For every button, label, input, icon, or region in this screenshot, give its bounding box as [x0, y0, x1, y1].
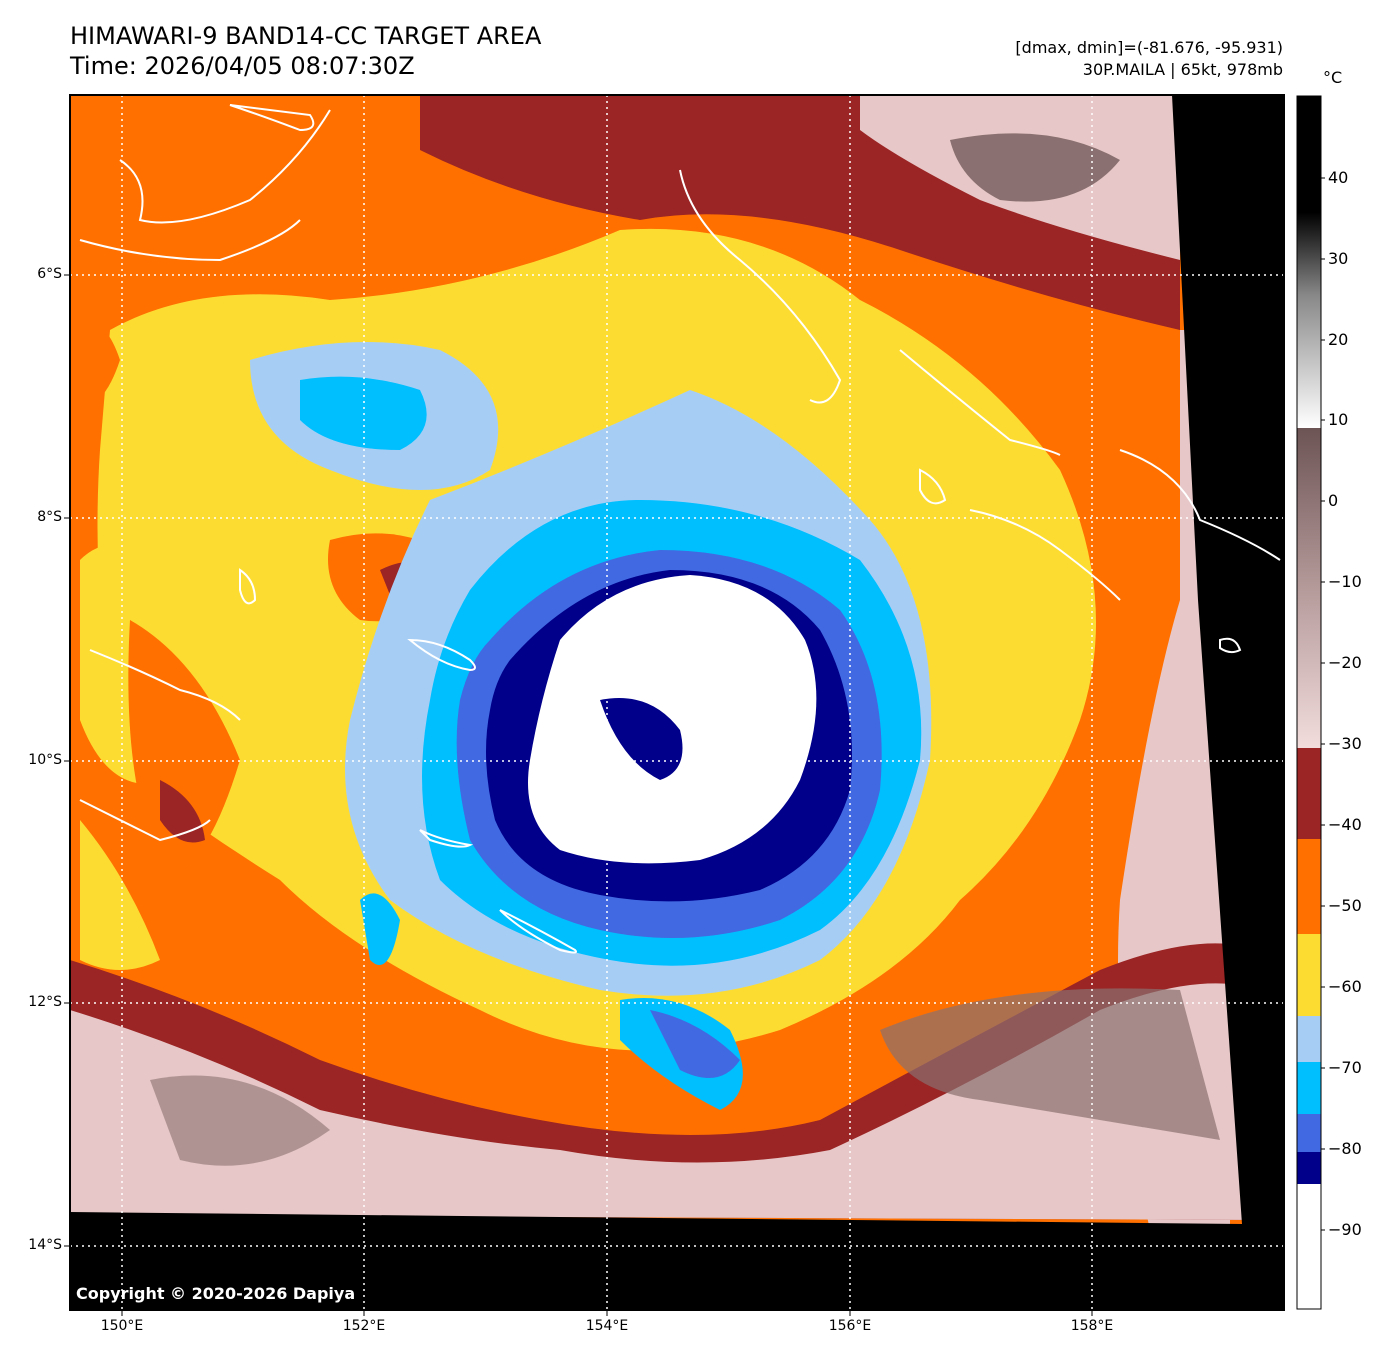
lat-label-6s: 6°S: [37, 266, 62, 282]
imagery: [70, 95, 1284, 1310]
colorbar-unit: °C: [1323, 68, 1343, 87]
lat-label-12s: 12°S: [28, 994, 62, 1010]
lon-label-154e: 154°E: [585, 1318, 629, 1334]
colorbar-label-m70: −70: [1328, 1058, 1362, 1077]
lon-label-152e: 152°E: [342, 1318, 386, 1334]
title-line-1: HIMAWARI-9 BAND14-CC TARGET AREA: [70, 22, 542, 50]
lon-label-156e: 156°E: [828, 1318, 872, 1334]
colorbar-label-m20: −20: [1328, 653, 1362, 672]
colorbar-label-m80: −80: [1328, 1139, 1362, 1158]
lon-label-158e: 158°E: [1070, 1318, 1114, 1334]
colorbar-label-30: 30: [1328, 249, 1349, 268]
colorbar-label-40: 40: [1328, 168, 1349, 187]
intensity-range: [dmax, dmin]=(-81.676, -95.931): [1015, 38, 1283, 57]
gridlines: [70, 95, 1284, 1310]
map-frame: [69, 94, 1285, 1311]
copyright-notice: Copyright © 2020-2026 Dapiya: [76, 1284, 356, 1303]
colorbar-label-10: 10: [1328, 410, 1349, 429]
colorbar-label-m60: −60: [1328, 977, 1362, 996]
colorbar-label-m40: −40: [1328, 815, 1362, 834]
lon-label-150e: 150°E: [100, 1318, 144, 1334]
colorbar-label-20: 20: [1328, 330, 1349, 349]
lat-label-10s: 10°S: [28, 752, 62, 768]
lat-label-8s: 8°S: [37, 509, 62, 525]
colorbar-label-m90: −90: [1328, 1220, 1362, 1239]
colorbar-label-m30: −30: [1328, 734, 1362, 753]
lat-label-14s: 14°S: [28, 1237, 62, 1253]
colorbar-label-m50: −50: [1328, 896, 1362, 915]
title-line-2: Time: 2026/04/05 08:07:30Z: [70, 52, 415, 80]
colorbar-label-m10: −10: [1328, 572, 1362, 591]
colorbar: [1296, 95, 1325, 1310]
storm-info: 30P.MAILA | 65kt, 978mb: [1082, 60, 1283, 79]
colorbar-label-0: 0: [1328, 491, 1339, 510]
